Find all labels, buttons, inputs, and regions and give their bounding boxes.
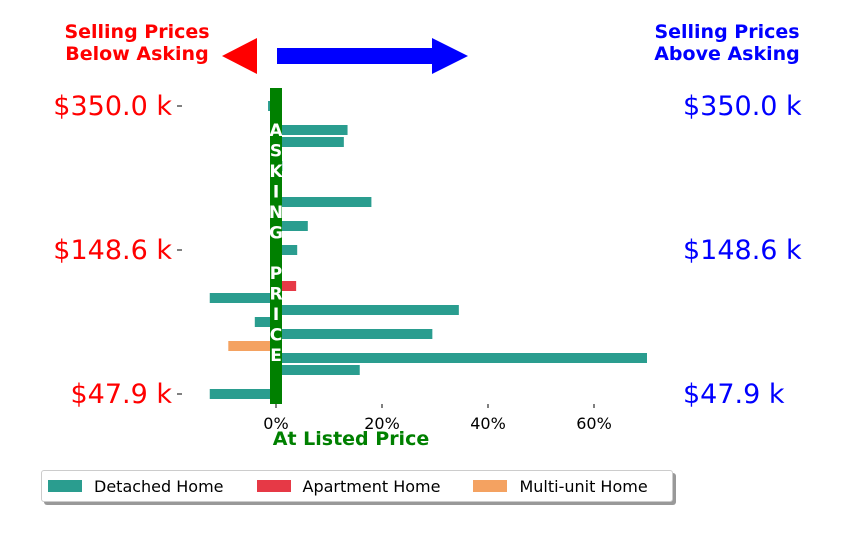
y-tick-label-left-0: $350.0 k [53, 91, 172, 122]
bar-apartment-home-9 [276, 281, 297, 291]
legend-label-0: Detached Home [94, 476, 224, 496]
legend-swatch-2 [473, 480, 508, 492]
y-tick-label-left-2: $47.9 k [70, 379, 172, 410]
y-tick-label-right-0: $350.0 k [683, 91, 802, 122]
x-axis-label: At Listed Price [273, 428, 429, 450]
center-letter-3: I [273, 183, 279, 203]
x-tick-label-1: 20% [364, 414, 400, 433]
bar-detached-home-15 [276, 353, 647, 363]
center-letter-5: G [269, 224, 283, 244]
header-left-line-1: Below Asking [65, 43, 208, 65]
legend-label-2: Multi-unit Home [519, 476, 648, 496]
bar-detached-home-11 [276, 305, 459, 315]
center-letter-11: E [270, 346, 282, 366]
left-arrow-icon [222, 38, 257, 74]
legend-label-1: Apartment Home [302, 476, 441, 496]
legend: Detached Home Apartment Home Multi-unit Ho… [41, 470, 673, 502]
bar-detached-home-16 [276, 365, 360, 375]
bar-detached-home-17 [209, 389, 276, 399]
legend-item-2: Multi-unit Home [473, 476, 648, 496]
header-above-asking: Selling Prices Above Asking [654, 21, 800, 65]
bar-detached-home-7 [276, 245, 298, 255]
center-letter-9: I [273, 305, 279, 325]
y-tick-label-left-1: $148.6 k [53, 235, 172, 266]
center-letter-10: C [270, 326, 282, 346]
legend-swatch-1 [256, 480, 291, 492]
bar-detached-home-12 [254, 317, 276, 327]
bar-multi-unit-home-14 [228, 341, 276, 351]
center-letter-2: K [269, 162, 283, 182]
center-letter-7: P [270, 264, 282, 284]
center-letter-1: S [270, 142, 282, 162]
legend-item-0: Detached Home [48, 477, 224, 496]
right-arrow-shaft [277, 48, 435, 64]
y-axis-left: $350.0 k $148.6 k $47.9 k [53, 91, 182, 410]
bars-group [209, 101, 647, 399]
bar-detached-home-13 [276, 329, 433, 339]
x-tick-label-2: 40% [470, 414, 506, 433]
header-left-line-0: Selling Prices [64, 21, 209, 43]
center-letter-4: N [269, 203, 283, 223]
header-right-line-1: Above Asking [654, 43, 800, 65]
x-tick-label-0: 0% [263, 414, 288, 433]
x-tick-label-3: 60% [576, 414, 612, 433]
right-arrow-head [432, 38, 468, 74]
bar-detached-home-5 [276, 197, 372, 207]
bar-detached-home-6 [276, 221, 308, 231]
asking-price-bar [270, 88, 282, 404]
right-arrow-icon [277, 38, 468, 74]
legend-item-1: Apartment Home [256, 476, 441, 496]
header-right-line-0: Selling Prices [654, 21, 799, 43]
y-tick-label-right-1: $148.6 k [683, 235, 802, 266]
header-below-asking: Selling Prices Below Asking [64, 21, 209, 65]
bar-detached-home-1 [276, 125, 348, 135]
center-letter-8: R [269, 285, 282, 305]
center-letter-0: A [269, 121, 283, 141]
x-axis: 0% 20% 40% 60% [263, 404, 612, 433]
y-tick-label-right-2: $47.9 k [683, 379, 785, 410]
legend-swatch-0 [48, 480, 82, 492]
y-axis-right: $350.0 k $148.6 k $47.9 k [683, 91, 802, 410]
bar-detached-home-10 [209, 293, 276, 303]
bar-detached-home-2 [276, 137, 344, 147]
